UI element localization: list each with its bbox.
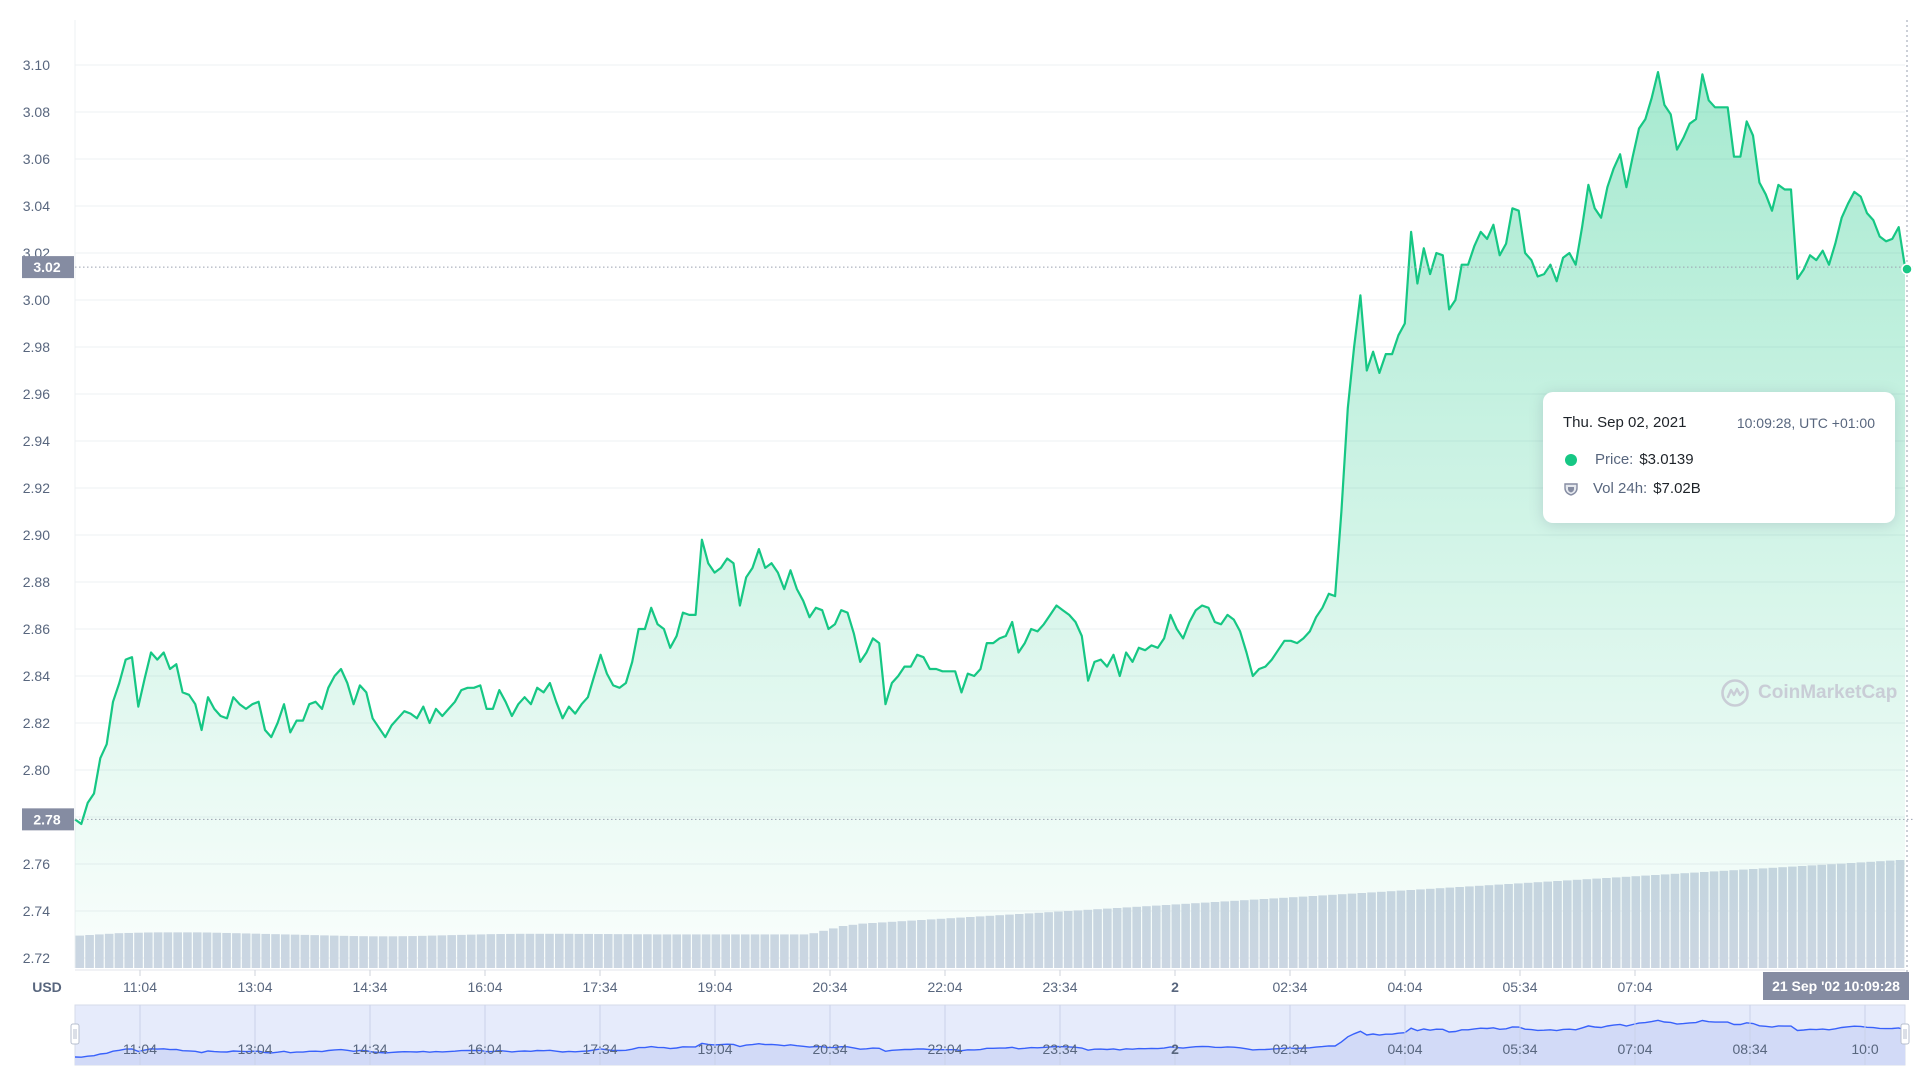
y-tick-label: 2.92 xyxy=(23,480,50,496)
navigator-line xyxy=(74,1019,1906,1058)
navigator-tick-label: 08:34 xyxy=(1732,1041,1767,1057)
y-tick-label: 3.08 xyxy=(23,104,50,120)
x-tick-label: 14:34 xyxy=(352,979,387,995)
x-tick-label: 17:34 xyxy=(582,979,617,995)
navigator-tick-label: 17:34 xyxy=(582,1041,617,1057)
tooltip-volume-label: Vol 24h: xyxy=(1593,480,1648,497)
tooltip-volume-value: $7.02B xyxy=(1653,480,1701,497)
x-tick-label: 16:04 xyxy=(467,979,502,995)
navigator-tick-label: 14:34 xyxy=(352,1041,387,1057)
x-tick-label: 11:04 xyxy=(123,979,157,995)
y-tick-label: 3.06 xyxy=(23,151,50,167)
x-tick-label: 02:34 xyxy=(1272,979,1307,995)
y-tick-label: 2.94 xyxy=(23,433,50,449)
coinmarketcap-logo-icon xyxy=(1721,679,1749,707)
navigator-tick-label: 23:34 xyxy=(1042,1041,1077,1057)
navigator-tick-label: 07:04 xyxy=(1617,1041,1652,1057)
y-tick-label: 2.98 xyxy=(23,339,50,355)
volume-shield-icon xyxy=(1564,482,1578,496)
y-tick-label: 2.72 xyxy=(23,950,50,966)
navigator-tick-label: 2 xyxy=(1171,1041,1179,1057)
y-tick-label: 3.10 xyxy=(23,57,50,73)
navigator-tick-label: 20:34 xyxy=(812,1041,847,1057)
navigator-tick-label: 11:04 xyxy=(123,1041,157,1057)
navigator-tick-label: 05:34 xyxy=(1502,1041,1537,1057)
tooltip-price-label: Price: xyxy=(1595,451,1634,468)
tooltip-volume-row: Vol 24h: $7.02B xyxy=(1563,480,1875,497)
tooltip-time: 10:09:28, UTC +01:00 xyxy=(1736,414,1875,431)
tooltip-price-value: $3.0139 xyxy=(1639,451,1694,468)
price-line[interactable] xyxy=(74,71,1907,826)
navigator-tick-label: 04:04 xyxy=(1387,1041,1422,1057)
watermark: CoinMarketCap xyxy=(1720,678,1897,708)
y-tick-label: 2.90 xyxy=(23,527,50,543)
x-tick-label: 23:34 xyxy=(1042,979,1077,995)
x-tick-label: 05:34 xyxy=(1502,979,1537,995)
y-tick-label: 2.80 xyxy=(23,762,50,778)
navigator-tick-label: 16:04 xyxy=(467,1041,502,1057)
navigator-tick-label: 02:34 xyxy=(1272,1041,1307,1057)
open-price-badge-bg xyxy=(22,808,74,831)
current-point-marker[interactable] xyxy=(1901,263,1913,275)
x-tick-label: 2 xyxy=(1171,979,1179,995)
watermark-text: CoinMarketCap xyxy=(1758,682,1898,703)
x-tick-label: 20:34 xyxy=(812,979,847,995)
y-tick-label: 2.82 xyxy=(23,715,50,731)
x-tick-label: 07:04 xyxy=(1617,979,1652,995)
hover-tooltip: Thu. Sep 02, 2021 10:09:28, UTC +01:00 P… xyxy=(1543,392,1895,523)
open-price-badge: 2.78 xyxy=(33,811,60,827)
y-tick-label: 2.74 xyxy=(23,903,50,919)
y-tick-label: 2.76 xyxy=(23,856,50,872)
y-tick-label: 2.88 xyxy=(23,574,50,590)
tooltip-price-row: Price: $3.0139 xyxy=(1563,451,1875,468)
y-tick-label: 3.04 xyxy=(23,198,50,214)
x-tick-label: 04:04 xyxy=(1387,979,1422,995)
current-price-badge-bg xyxy=(22,256,74,279)
y-tick-label: 3.00 xyxy=(23,292,50,308)
navigator-tick-label: 19:04 xyxy=(697,1041,732,1057)
crosshair-time-label: 21 Sep '02 10:09:28 xyxy=(1772,978,1900,994)
navigator-right-handle[interactable] xyxy=(1900,1023,1910,1045)
current-price-badge: 3.02 xyxy=(33,259,60,275)
navigator-tick-label: 13:04 xyxy=(237,1041,272,1057)
x-tick-label: 19:04 xyxy=(697,979,732,995)
x-tick-label: 22:04 xyxy=(927,979,962,995)
y-tick-label: 2.84 xyxy=(23,668,50,684)
navigator-tick-label: 10:0 xyxy=(1851,1041,1878,1057)
tooltip-date: Thu. Sep 02, 2021 xyxy=(1563,414,1687,431)
currency-label: USD xyxy=(32,979,62,995)
navigator-tick-label: 22:04 xyxy=(927,1041,962,1057)
y-tick-label: 2.96 xyxy=(23,386,50,402)
x-tick-label: 13:04 xyxy=(237,979,272,995)
crosshair-time-badge-bg xyxy=(1763,972,1909,1000)
price-dot-icon xyxy=(1565,453,1577,466)
navigator-left-handle[interactable] xyxy=(70,1023,80,1045)
y-tick-label: 2.86 xyxy=(23,621,50,637)
